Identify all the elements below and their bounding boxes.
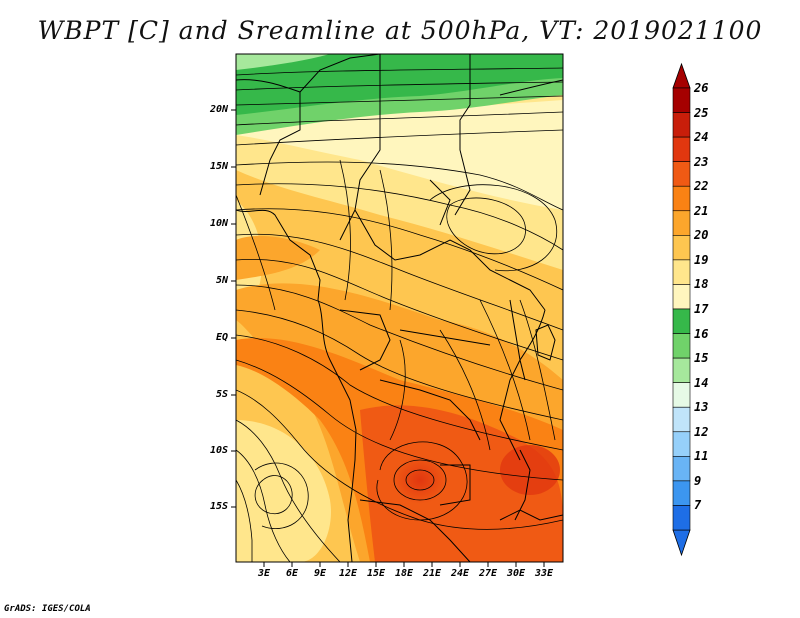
colorbar-label: 12 xyxy=(694,424,709,439)
lat-label-10s: 10S xyxy=(209,445,228,456)
colorbar-label: 20 xyxy=(694,228,709,243)
colorbar-segment xyxy=(672,382,691,408)
lon-label-12e: 12E xyxy=(338,568,358,579)
lat-label-15n: 15N xyxy=(209,161,228,172)
colorbar-label: 22 xyxy=(694,179,709,194)
colorbar-label: 18 xyxy=(694,277,709,292)
colorbar-segment xyxy=(672,235,691,261)
colorbar-segment xyxy=(672,431,691,457)
colorbar-label: 24 xyxy=(694,130,709,145)
colorbar-label: 9 xyxy=(694,473,702,488)
lat-label-eq: EQ xyxy=(215,332,228,343)
colorbar-segment xyxy=(672,161,691,187)
colorbar-segment xyxy=(672,185,691,212)
chart-title: WBPT [C] and Sreamline at 500hPa, VT: 20… xyxy=(37,16,763,45)
lat-label-5s: 5S xyxy=(215,389,228,400)
lat-label-15s: 15S xyxy=(209,501,228,512)
colorbar-segment xyxy=(672,284,691,310)
colorbar-segment xyxy=(672,308,691,334)
colorbar-label: 26 xyxy=(694,81,709,95)
colorbar-bottom-arrow xyxy=(672,529,691,557)
lon-label-21e: 21E xyxy=(422,568,442,579)
colorbar-segment xyxy=(672,112,691,138)
lon-label-9e: 9E xyxy=(313,568,327,579)
colorbar-label: 13 xyxy=(694,400,709,415)
colorbar-label: 14 xyxy=(694,375,709,390)
lon-label-24e: 24E xyxy=(450,568,470,579)
lon-label-15e: 15E xyxy=(366,568,386,579)
field-18-north xyxy=(236,100,563,210)
colorbar-label: 25 xyxy=(694,105,709,120)
lat-label-20n: 20N xyxy=(209,104,228,115)
temperature-field xyxy=(236,54,563,562)
colorbar-segment xyxy=(672,505,691,531)
lon-label-33e: 33E xyxy=(534,568,554,579)
colorbar-segment xyxy=(672,259,691,285)
colorbar-label: 7 xyxy=(694,498,702,513)
field-15-north xyxy=(236,54,330,70)
colorbar-segment xyxy=(672,406,691,433)
colorbar-segment xyxy=(672,87,691,113)
colorbar-segment xyxy=(672,136,691,162)
field-24-core xyxy=(375,440,465,520)
lon-label-30e: 30E xyxy=(506,568,526,579)
credit-text: GrADS: IGES/COLA xyxy=(4,604,91,614)
colorbar-label: 19 xyxy=(694,252,709,267)
colorbar-label: 21 xyxy=(694,203,709,218)
colorbar-segment xyxy=(672,456,691,482)
colorbar-label: 23 xyxy=(694,154,709,169)
colorbar-label: 15 xyxy=(694,351,709,366)
colorbar-segment xyxy=(672,480,691,506)
lon-label-3e: 3E xyxy=(257,568,271,579)
country-borders xyxy=(236,54,563,562)
lat-label-5n: 5N xyxy=(215,275,228,286)
lat-label-10n: 10N xyxy=(209,218,228,229)
colorbar-segment xyxy=(672,357,691,383)
lon-label-6e: 6E xyxy=(285,568,299,579)
colorbar-segment xyxy=(672,333,691,359)
lon-label-18e: 18E xyxy=(394,568,414,579)
colorbar-label: 16 xyxy=(694,326,709,341)
colorbar-label: 11 xyxy=(694,449,709,464)
map-frame xyxy=(235,53,564,563)
colorbar-top-arrow xyxy=(672,62,691,89)
axis-ticks xyxy=(231,109,545,567)
field-19-southwest xyxy=(236,420,331,562)
colorbar-label: 17 xyxy=(694,302,709,316)
colorbar xyxy=(672,62,691,557)
colorbar-segment xyxy=(672,210,691,236)
lon-label-27e: 27E xyxy=(478,568,498,579)
